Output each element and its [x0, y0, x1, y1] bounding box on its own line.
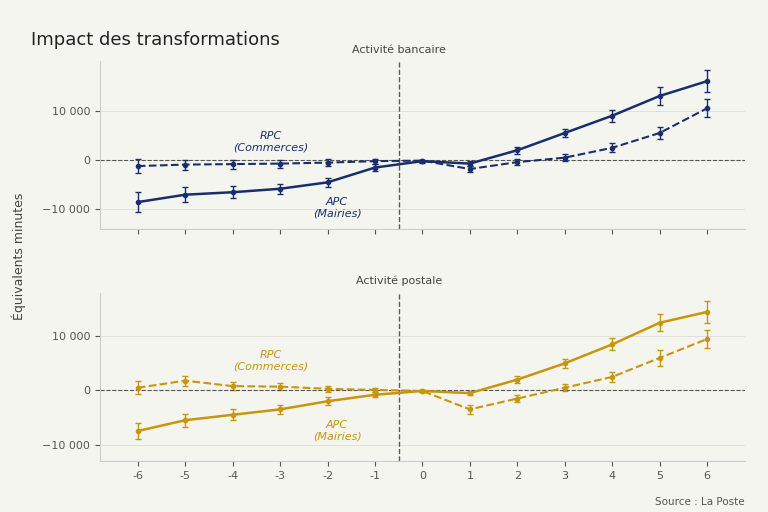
Text: Source : La Poste: Source : La Poste — [655, 497, 745, 507]
Text: RPC
(Commerces): RPC (Commerces) — [233, 131, 308, 153]
Text: RPC
(Commerces): RPC (Commerces) — [233, 350, 308, 372]
Text: Activité bancaire: Activité bancaire — [352, 45, 445, 55]
Text: Activité postale: Activité postale — [356, 276, 442, 286]
Text: Équivalents minutes: Équivalents minutes — [12, 193, 26, 319]
Text: Impact des transformations: Impact des transformations — [31, 31, 280, 49]
Text: APC
(Mairies): APC (Mairies) — [313, 420, 362, 442]
Text: APC
(Mairies): APC (Mairies) — [313, 197, 362, 219]
